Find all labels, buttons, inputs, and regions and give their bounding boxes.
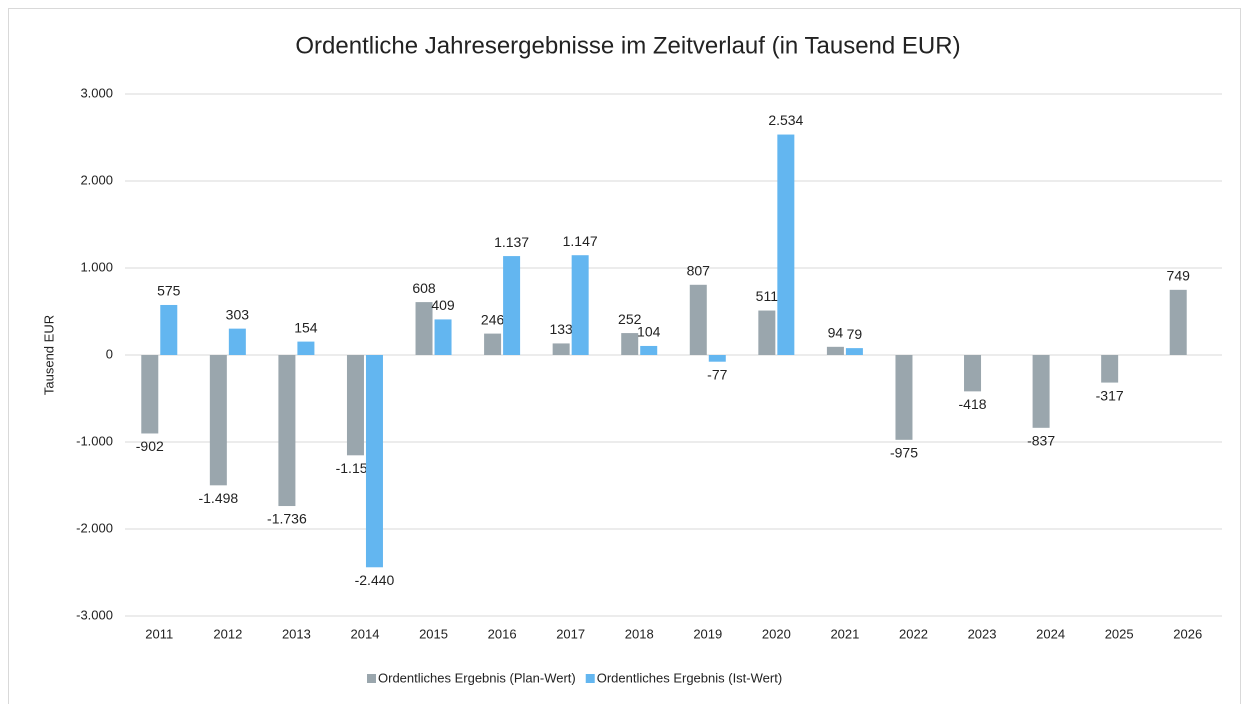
bar (346, 355, 364, 456)
value-label: 94 (828, 325, 844, 341)
bar (571, 255, 589, 355)
value-label: -77 (707, 366, 727, 382)
value-label: 104 (637, 324, 661, 340)
value-label: -418 (959, 396, 987, 412)
bar (484, 333, 502, 355)
x-tick-label: 2014 (351, 626, 380, 641)
bar (826, 346, 844, 355)
y-tick-label: -2.000 (76, 520, 113, 535)
value-label: 608 (412, 280, 436, 296)
bar (758, 310, 776, 355)
value-label: -1.498 (198, 490, 238, 506)
bar (160, 304, 178, 355)
value-label: 575 (157, 283, 181, 299)
value-label: 252 (618, 311, 642, 327)
bar (141, 355, 159, 434)
value-label: -837 (1027, 433, 1055, 449)
bar (503, 256, 521, 355)
bar (895, 355, 913, 440)
value-label: 246 (481, 311, 505, 327)
bar (777, 134, 795, 355)
legend-label: Ordentliches Ergebnis (Plan-Wert) (378, 670, 576, 685)
x-tick-label: 2022 (899, 626, 928, 641)
x-tick-label: 2015 (419, 626, 448, 641)
bar (365, 355, 383, 568)
value-label: 807 (687, 262, 711, 278)
x-tick-label: 2013 (282, 626, 311, 641)
bar (621, 333, 639, 355)
y-axis-label: Tausend EUR (41, 315, 56, 395)
legend-swatch (585, 674, 595, 683)
x-tick-label: 2021 (830, 626, 859, 641)
value-label: 2.534 (768, 112, 803, 128)
value-label: -1.736 (267, 511, 307, 527)
bar (415, 302, 433, 355)
legend-swatch (367, 674, 376, 683)
value-label: 154 (294, 319, 318, 335)
y-tick-label: 1.000 (80, 259, 113, 274)
y-tick-label: -1.000 (76, 433, 113, 448)
value-label: -975 (890, 445, 918, 461)
x-tick-label: 2020 (762, 626, 791, 641)
y-tick-label: -3.000 (76, 607, 113, 622)
value-label: 1.147 (563, 233, 598, 249)
x-tick-label: 2025 (1105, 626, 1134, 641)
bar (964, 355, 982, 392)
value-label: 1.137 (494, 234, 529, 250)
x-tick-label: 2023 (968, 626, 997, 641)
x-tick-label: 2011 (145, 626, 173, 641)
bar (1169, 289, 1187, 355)
y-tick-label: 0 (106, 346, 113, 361)
value-label: 409 (431, 297, 455, 313)
value-label: -2.440 (355, 572, 395, 588)
bar (552, 343, 570, 355)
value-label: -902 (136, 438, 164, 454)
value-label: 303 (226, 306, 250, 322)
x-tick-label: 2024 (1036, 626, 1065, 641)
x-tick-label: 2019 (693, 626, 722, 641)
value-label: -1.153 (336, 460, 376, 476)
bar (297, 341, 315, 355)
value-label: 511 (756, 288, 779, 304)
y-tick-label: 2.000 (80, 172, 113, 187)
x-tick-label: 2018 (625, 626, 654, 641)
x-tick-label: 2012 (213, 626, 242, 641)
bar (845, 348, 863, 355)
bar (708, 355, 726, 362)
x-tick-label: 2016 (488, 626, 517, 641)
bar (640, 345, 658, 355)
bar (1032, 355, 1050, 428)
bar (228, 328, 246, 355)
bar (1101, 355, 1119, 383)
value-label: -317 (1096, 387, 1124, 403)
value-label: 79 (847, 326, 863, 342)
bar (689, 284, 707, 355)
x-tick-label: 2017 (556, 626, 585, 641)
chart-border (8, 8, 1241, 709)
bar (209, 355, 227, 486)
value-label: 133 (549, 321, 573, 337)
bar (278, 355, 296, 507)
y-tick-label: 3.000 (80, 85, 113, 100)
bar (434, 319, 452, 355)
value-label: 749 (1167, 268, 1191, 284)
x-tick-label: 2026 (1173, 626, 1202, 641)
legend-label: Ordentliches Ergebnis (Ist-Wert) (597, 670, 782, 685)
chart-title: Ordentliche Jahresergebnisse im Zeitverl… (295, 32, 960, 59)
